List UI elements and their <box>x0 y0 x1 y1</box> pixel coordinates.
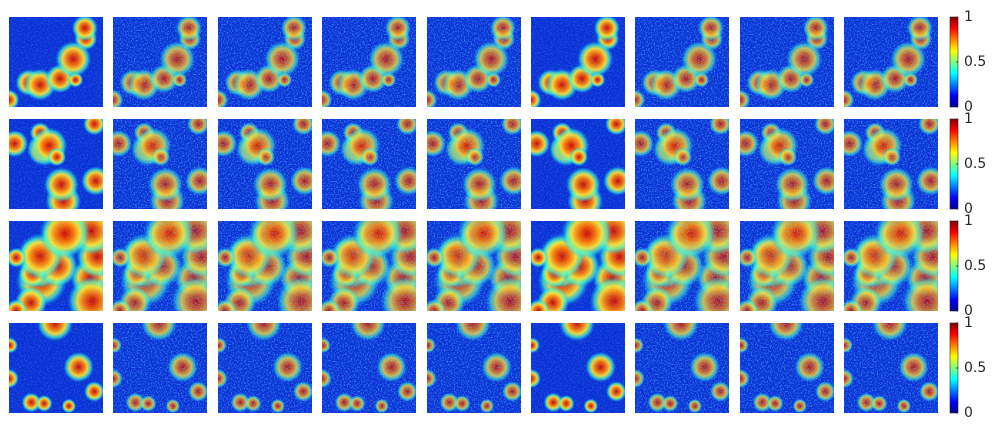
map-image <box>322 119 416 209</box>
map-noise <box>218 119 312 209</box>
map-noise <box>322 323 416 413</box>
map-image <box>322 17 416 107</box>
colorbar-tick-label: 0.5 <box>964 360 986 376</box>
map-noise <box>9 323 103 413</box>
map-noise <box>740 323 834 413</box>
colorbar-tick-label: 1 <box>964 315 973 331</box>
map-noise <box>531 221 625 311</box>
map-image <box>740 221 834 311</box>
map-noise <box>635 119 729 209</box>
map-noise <box>740 17 834 107</box>
colorbar-tick-label: 0 <box>964 99 973 115</box>
map-image <box>113 221 207 311</box>
map-noise <box>113 221 207 311</box>
map-image <box>844 119 938 209</box>
map-image <box>844 17 938 107</box>
map-image <box>9 119 103 209</box>
colorbar-tick-label: 1 <box>964 111 973 127</box>
map-noise <box>218 323 312 413</box>
map-image <box>113 323 207 413</box>
map-noise <box>113 323 207 413</box>
map-noise <box>218 221 312 311</box>
map-image <box>635 17 729 107</box>
map-noise <box>427 221 521 311</box>
map-noise <box>844 119 938 209</box>
map-image <box>9 17 103 107</box>
map-image <box>427 17 521 107</box>
map-image <box>740 17 834 107</box>
map-noise <box>9 221 103 311</box>
colorbar-tick-label: 0.5 <box>964 258 986 274</box>
map-image <box>9 221 103 311</box>
colorbar-tick-label: 1 <box>964 9 973 25</box>
map-image <box>635 221 729 311</box>
map-image <box>113 17 207 107</box>
map-noise <box>322 119 416 209</box>
map-noise <box>427 119 521 209</box>
map-noise <box>740 119 834 209</box>
map-noise <box>635 221 729 311</box>
map-noise <box>427 17 521 107</box>
map-image <box>322 221 416 311</box>
map-noise <box>635 323 729 413</box>
map-image <box>635 323 729 413</box>
map-noise <box>531 17 625 107</box>
map-image <box>531 119 625 209</box>
map-noise <box>9 119 103 209</box>
map-image <box>427 119 521 209</box>
map-noise <box>218 17 312 107</box>
map-noise <box>531 323 625 413</box>
map-image <box>113 119 207 209</box>
map-image <box>740 119 834 209</box>
map-noise <box>531 119 625 209</box>
map-image <box>531 221 625 311</box>
map-noise <box>113 119 207 209</box>
map-noise <box>322 221 416 311</box>
colorbar-tick-label: 0 <box>964 303 973 319</box>
map-image <box>531 17 625 107</box>
map-image <box>844 323 938 413</box>
map-noise <box>844 17 938 107</box>
map-noise <box>427 323 521 413</box>
map-noise <box>635 17 729 107</box>
map-image <box>218 119 312 209</box>
map-image <box>218 323 312 413</box>
map-noise <box>9 17 103 107</box>
map-image <box>322 323 416 413</box>
map-noise <box>740 221 834 311</box>
map-noise <box>113 17 207 107</box>
map-image <box>427 323 521 413</box>
map-image <box>635 119 729 209</box>
map-noise <box>844 221 938 311</box>
map-image <box>740 323 834 413</box>
map-image <box>9 323 103 413</box>
map-image <box>218 17 312 107</box>
map-noise <box>322 17 416 107</box>
map-image <box>844 221 938 311</box>
map-image <box>218 221 312 311</box>
colorbar-tick-label: 0.5 <box>964 54 986 70</box>
colorbar-tick-label: 1 <box>964 213 973 229</box>
colorbar-tick-label: 0 <box>964 405 973 421</box>
map-image <box>427 221 521 311</box>
colorbar-tick-label: 0 <box>964 201 973 217</box>
map-image <box>531 323 625 413</box>
colorbar-tick-label: 0.5 <box>964 156 986 172</box>
map-noise <box>844 323 938 413</box>
